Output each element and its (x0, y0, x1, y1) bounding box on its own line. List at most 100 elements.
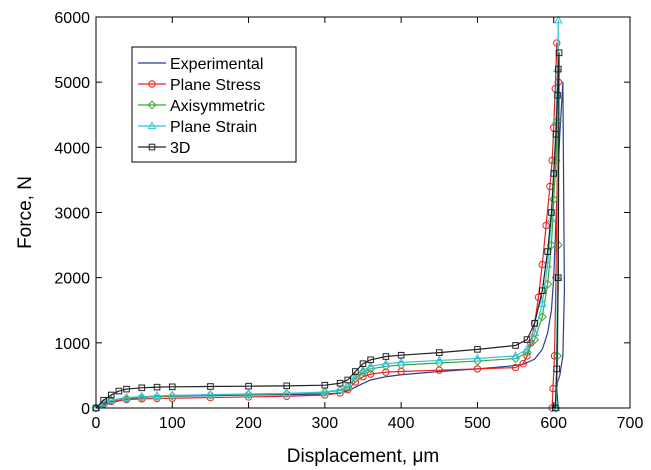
data-point-marker (168, 383, 176, 391)
data-point-marker (153, 383, 161, 391)
x-tick-label: 600 (540, 415, 567, 432)
legend-label: Plane Stress (170, 77, 261, 94)
y-tick-label: 1000 (54, 336, 90, 353)
data-point-marker (137, 391, 147, 400)
data-point-marker (474, 346, 481, 353)
data-point-marker (244, 389, 254, 398)
data-point-marker (321, 381, 329, 389)
data-point-marker (343, 381, 353, 390)
legend-label: 3D (170, 140, 190, 157)
data-point-marker (335, 384, 345, 393)
series-line (95, 52, 560, 409)
legend-entry-experimental: Experimental (138, 56, 263, 73)
data-point-marker (282, 388, 292, 397)
data-point-marker (397, 351, 405, 359)
data-point-marker (553, 39, 561, 47)
legend-label: Plane Strain (170, 119, 257, 136)
data-point-marker (382, 353, 390, 360)
data-point-marker (147, 121, 157, 130)
x-tick-label: 100 (159, 415, 186, 432)
legend-entry-3d: 3D (138, 140, 190, 157)
legend: Experimental Plane Stress Axisymmetric Plan… (131, 46, 297, 163)
data-point-marker (205, 390, 215, 400)
data-point-marker (549, 194, 559, 204)
data-point-marker (245, 382, 252, 390)
series-line (95, 81, 565, 409)
x-tick-label: 0 (92, 415, 101, 432)
data-point-marker (472, 353, 482, 362)
series-layer (91, 15, 565, 413)
data-point-marker (537, 298, 547, 307)
data-point-marker (344, 376, 352, 384)
data-point-marker (359, 360, 367, 367)
data-point-marker (473, 365, 482, 373)
data-point-marker (531, 319, 538, 327)
data-point-marker (550, 170, 558, 177)
y-tick-label: 0 (81, 401, 90, 418)
x-axis-label: Displacement, μm (287, 446, 439, 467)
data-point-marker (511, 363, 520, 372)
data-point-marker (167, 390, 177, 399)
data-point-marker (336, 379, 344, 387)
x-tick-label: 500 (464, 415, 491, 432)
data-point-marker (367, 356, 374, 364)
data-point-marker (123, 385, 130, 393)
data-point-marker (147, 100, 157, 110)
data-point-marker (343, 382, 353, 392)
data-point-marker (519, 359, 527, 368)
y-tick-label: 4000 (54, 140, 90, 157)
data-point-marker (106, 395, 116, 405)
data-point-marker (553, 365, 561, 373)
legend-label: Axisymmetric (170, 98, 265, 115)
data-point-marker (555, 49, 563, 57)
data-point-marker (107, 391, 115, 399)
data-point-marker (205, 389, 215, 398)
x-tick-label: 300 (312, 415, 339, 432)
ticks-layer: 0 100 200 300 400 500 600 700 0 1000 2000 3000 4000 5… (54, 10, 643, 432)
data-point-marker (282, 389, 292, 399)
y-tick-label: 3000 (54, 206, 90, 223)
data-point-marker (122, 392, 131, 401)
data-point-marker (115, 387, 123, 395)
legend-entry-axisymmetric: Axisymmetric (138, 98, 265, 115)
data-point-marker (148, 80, 156, 88)
data-point-marker (542, 221, 550, 230)
data-point-marker (320, 387, 330, 396)
x-tick-label: 400 (388, 415, 415, 432)
x-tick-label: 200 (235, 415, 262, 432)
y-tick-label: 2000 (54, 271, 90, 288)
data-point-marker (382, 368, 390, 376)
series-3d (92, 49, 563, 412)
data-point-marker (358, 365, 368, 374)
data-point-marker (548, 156, 556, 165)
data-point-marker (553, 15, 563, 24)
y-axis-label: Force, N (15, 176, 36, 249)
data-point-marker (434, 355, 444, 364)
data-point-marker (366, 370, 375, 378)
data-point-marker (359, 373, 367, 381)
data-point-marker (554, 91, 561, 99)
data-point-marker (352, 368, 359, 375)
data-point-marker (106, 395, 116, 404)
data-point-marker (350, 371, 360, 380)
data-point-marker (552, 131, 560, 138)
y-tick-label: 6000 (54, 10, 90, 27)
data-point-marker (534, 293, 543, 301)
data-point-marker (100, 396, 107, 404)
data-point-marker (546, 214, 556, 223)
data-point-marker (283, 382, 291, 390)
data-point-marker (244, 389, 254, 399)
data-point-marker (530, 328, 540, 337)
legend-entry-plane-strain: Plane Strain (138, 119, 257, 136)
data-point-marker (366, 361, 376, 370)
x-tick-label: 700 (617, 415, 644, 432)
data-point-marker (554, 65, 562, 73)
series-line (95, 120, 559, 409)
data-point-marker (522, 344, 532, 353)
data-point-marker (138, 384, 146, 392)
y-tick-label: 5000 (54, 75, 90, 92)
legend-label: Experimental (170, 56, 263, 73)
data-point-marker (396, 357, 406, 366)
data-point-marker (207, 383, 214, 390)
